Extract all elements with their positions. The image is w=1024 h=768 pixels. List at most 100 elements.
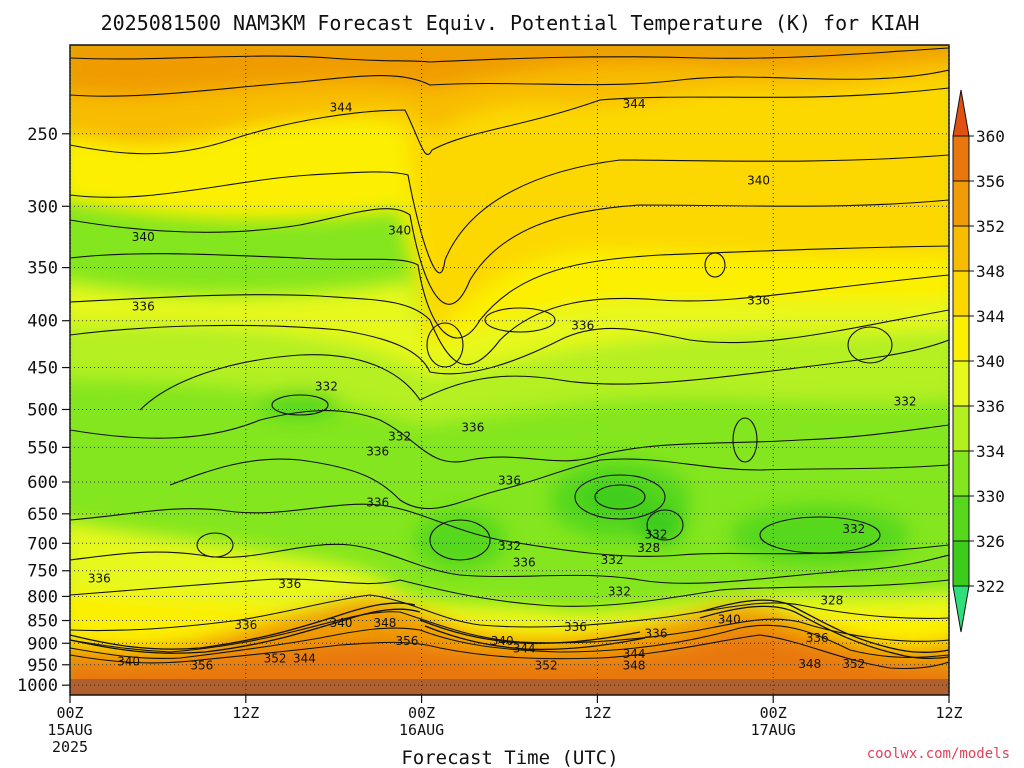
contour-line-3 (70, 87, 949, 156)
contour-label-25: 336 (234, 618, 257, 632)
field-green-pocket-2 (415, 510, 505, 570)
y-tick-label-800: 800 (27, 587, 58, 607)
contour-loop-12 (704, 252, 726, 278)
contour-line-5 (70, 199, 949, 305)
contour-line-12 (70, 503, 949, 557)
contour-loop-4 (574, 474, 666, 520)
contour-loop-11 (196, 532, 234, 558)
x-tick-label-0-2: 15AUG (47, 721, 92, 739)
contour-line-18 (70, 634, 949, 669)
contour-label-38: 340 (117, 654, 140, 668)
contour-label-24: 328 (820, 593, 843, 607)
colorbar-label-322: 322 (976, 577, 1005, 596)
x-tick-label-4-1: 00Z (760, 704, 787, 722)
plot-area (70, 45, 949, 695)
x-tick-label-2-1: 00Z (408, 704, 435, 722)
contour-label-33: 340 (491, 634, 514, 648)
contour-line-14 (70, 578, 949, 607)
colorbar-seg-5 (952, 360, 970, 407)
y-axis: 2503003504004505005506006507007508008509… (17, 125, 70, 696)
contour-loop-1 (426, 322, 464, 368)
colorbar-seg-6 (952, 315, 970, 362)
contour-line-2 (70, 69, 949, 97)
contour-label-34: 344 (513, 642, 536, 656)
contour-label-7: 336 (571, 319, 594, 333)
contour-loop-6 (429, 519, 491, 561)
x-tick-label-5-1: 12Z (935, 704, 962, 722)
contour-label-1: 344 (623, 97, 646, 111)
colorbar-label-356: 356 (976, 172, 1005, 191)
x-tick-label-1-1: 12Z (232, 704, 259, 722)
x-tick-label-2-2: 16AUG (399, 721, 444, 739)
contour-label-21: 336 (88, 572, 111, 586)
y-tick-label-750: 750 (27, 562, 58, 582)
contour-loop-2 (484, 307, 556, 333)
y-tick-label-950: 950 (27, 656, 58, 676)
x-tick-label-0-3: 2025 (52, 738, 88, 756)
contour-loop-8 (759, 516, 881, 554)
contour-label-6: 336 (747, 293, 770, 307)
colorbar-label-360: 360 (976, 127, 1005, 146)
contour-line-13 (70, 543, 949, 584)
y-tick-label-300: 300 (27, 197, 58, 217)
contour-label-0: 344 (330, 100, 353, 114)
surface-contour-bundle (70, 599, 949, 660)
x-tick-label-4-2: 17AUG (751, 721, 796, 739)
colorbar-label-336: 336 (976, 397, 1005, 416)
contour-line-6 (70, 245, 949, 339)
contour-loop-9 (732, 417, 758, 463)
colorbar-seg-0 (952, 585, 970, 633)
colorbar-label-348: 348 (976, 262, 1005, 281)
field-orange-surface-dark (70, 630, 949, 695)
contour-line-8 (70, 309, 949, 375)
contour-label-28: 336 (564, 620, 587, 634)
y-tick-label-600: 600 (27, 473, 58, 493)
contour-label-11: 336 (461, 420, 484, 434)
y-tick-label-250: 250 (27, 125, 58, 145)
bundle-line-2 (70, 608, 421, 654)
contour-label-41: 348 (623, 659, 646, 673)
y-tick-label-1000: 1000 (17, 676, 58, 696)
x-tick-label-3-1: 12Z (584, 704, 611, 722)
colorbar-seg-4 (952, 405, 970, 452)
contour-label-4: 340 (388, 224, 411, 238)
contour-loop-5 (594, 484, 646, 510)
x-tick-label-0-1: 00Z (56, 704, 83, 722)
bundle-line-4 (699, 605, 949, 660)
contour-label-13: 336 (498, 474, 521, 488)
credit-text: coolwx.com/models (867, 746, 1010, 762)
field-yellow-band (70, 75, 949, 340)
contour-label-2: 340 (747, 173, 770, 187)
contour-label-10: 332 (388, 429, 411, 443)
contour-label-39: 356 (190, 659, 213, 673)
colorbar-label-344: 344 (976, 307, 1005, 326)
x-axis-label: Forecast Time (UTC) (401, 747, 618, 768)
contour-loop-7 (646, 509, 684, 541)
colorbar-seg-1 (952, 540, 970, 587)
colorbar-seg-10 (952, 135, 970, 182)
field-lime (70, 323, 949, 425)
field-pale-yellow (70, 280, 949, 375)
contour-label-27: 348 (374, 616, 397, 630)
contour-label-18: 328 (637, 541, 660, 555)
colorbar-label-340: 340 (976, 352, 1005, 371)
contour-label-5: 336 (132, 300, 155, 314)
contour-line-15 (70, 594, 949, 632)
y-tick-label-700: 700 (27, 534, 58, 554)
colorbar-seg-7 (952, 270, 970, 317)
bundle-line-5 (419, 619, 641, 645)
contour-label-35: 344 (623, 647, 646, 661)
contour-line-10 (70, 410, 949, 463)
contour-label-32: 356 (395, 634, 418, 648)
contour-label-20: 336 (513, 556, 536, 570)
contour-label-42: 348 (798, 657, 821, 671)
colorbar-label-330: 330 (976, 487, 1005, 506)
contour-loop-10 (847, 326, 893, 364)
y-tick-label-450: 450 (27, 359, 58, 379)
colorbar: 322 326 330 334 336 340 344 348 352 356 360 (952, 89, 1005, 633)
contour-line-17 (70, 624, 949, 659)
contour-label-31: 336 (806, 631, 829, 645)
contour-label-40: 352 (535, 659, 558, 673)
